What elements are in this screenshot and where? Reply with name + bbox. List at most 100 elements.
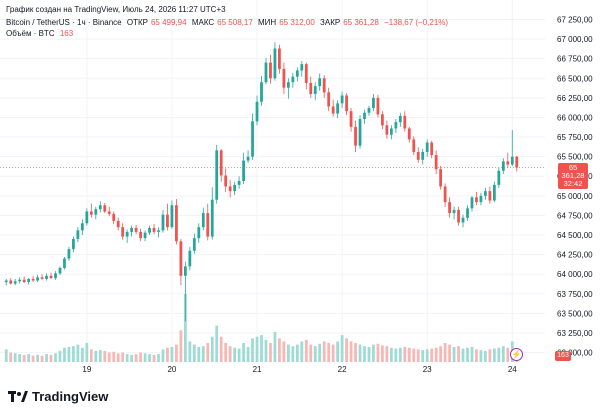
- price-tick-label: 65 750,00: [557, 133, 593, 142]
- time-tick-label: 19: [82, 365, 91, 374]
- time-tick-label: 23: [423, 365, 432, 374]
- volume-bar: [112, 351, 116, 362]
- candle-body: [439, 169, 443, 187]
- volume-bar: [501, 346, 505, 362]
- candle-body: [461, 217, 465, 223]
- volume-bar: [179, 330, 183, 362]
- volume-bar: [89, 349, 93, 362]
- created-text: График создан на TradingView, Июль 24, 2…: [6, 5, 226, 14]
- candle-body: [22, 279, 26, 283]
- volume-bar: [166, 347, 169, 362]
- volume-bar: [286, 344, 290, 362]
- volume-bar: [45, 354, 48, 362]
- candle-body: [134, 227, 138, 232]
- volume-bar: [421, 350, 425, 362]
- candle-body: [31, 278, 35, 281]
- candle-body: [273, 48, 277, 79]
- candle-body: [175, 205, 178, 242]
- volume-bar: [72, 346, 75, 362]
- price-tick-label: 67 250,00: [557, 15, 593, 24]
- price-tick-label: 64 750,00: [557, 211, 593, 220]
- chart-created-line: График создан на TradingView, Июль 24, 2…: [6, 5, 229, 14]
- volume-bar: [492, 348, 496, 362]
- volume-bar: [273, 331, 277, 362]
- candle-body: [139, 231, 142, 239]
- volume-bar: [407, 347, 411, 362]
- candle-body: [58, 267, 62, 274]
- lightning-icon[interactable]: ⚡: [510, 348, 523, 361]
- candle-body: [183, 266, 187, 276]
- volume-bar: [461, 348, 465, 362]
- volume-bar: [349, 341, 353, 362]
- candle-body: [4, 280, 8, 283]
- price-tick-label: 65 000,00: [557, 192, 593, 201]
- volume-bar: [49, 354, 53, 362]
- volume-bar: [188, 341, 192, 362]
- volume-label[interactable]: Объём · BTC: [6, 29, 55, 38]
- volume-bar: [381, 345, 384, 362]
- tradingview-logo: TradingView: [8, 389, 108, 404]
- candle-body: [260, 82, 263, 102]
- candle-body: [170, 205, 174, 228]
- open-value: 65 499,94: [150, 18, 187, 27]
- candle-body: [228, 186, 232, 192]
- volume-bar: [54, 353, 57, 362]
- candle-body: [291, 76, 295, 83]
- volume-bar: [215, 325, 219, 362]
- candle-body: [295, 70, 299, 77]
- candle-body: [40, 277, 44, 279]
- volume-bar: [291, 346, 295, 362]
- candle-body: [130, 227, 134, 232]
- candle-body: [269, 62, 272, 79]
- candle-body: [148, 227, 151, 233]
- volume-bar: [98, 350, 102, 362]
- candle-body: [36, 277, 39, 281]
- volume-bar: [210, 336, 214, 362]
- candle-body: [179, 241, 183, 276]
- volume-bar: [466, 347, 469, 362]
- volume-bar: [313, 346, 317, 362]
- volume-bar: [354, 343, 357, 362]
- volume-bar: [336, 341, 340, 362]
- candle-body: [331, 106, 335, 114]
- time-tick-label: 20: [167, 365, 176, 374]
- volume-bar: [430, 348, 434, 362]
- candle-body: [13, 281, 17, 284]
- candle-body: [98, 205, 102, 210]
- volume-bar: [27, 354, 31, 362]
- price-tick-label: 67 000,00: [557, 35, 593, 44]
- volume-bar: [157, 354, 160, 362]
- volume-bar: [345, 338, 348, 362]
- volume-bar: [318, 343, 322, 362]
- candle-body: [80, 223, 84, 231]
- candle-body: [18, 279, 22, 282]
- candle-body: [318, 78, 322, 87]
- close-label: ЗАКР: [320, 18, 341, 27]
- high-value: 65 508,17: [217, 18, 253, 27]
- volume-bar: [246, 346, 250, 362]
- volume-bar: [4, 349, 8, 362]
- volume-bar: [363, 346, 366, 362]
- volume-bar: [394, 348, 398, 362]
- candle-body: [358, 119, 362, 146]
- volume-bar: [470, 346, 474, 362]
- candle-body: [72, 238, 75, 250]
- volume-bar: [31, 355, 35, 362]
- volume-bar: [76, 344, 80, 362]
- candle-body: [484, 191, 487, 196]
- volume-bar: [331, 344, 335, 362]
- candle-body: [192, 238, 196, 251]
- close-value: 65 361,28: [343, 18, 379, 27]
- candle-body: [224, 175, 228, 187]
- volume-bar: [327, 343, 331, 362]
- volume-bar: [367, 346, 371, 362]
- candle-body: [125, 231, 129, 237]
- volume-bar: [139, 352, 142, 362]
- candle-body: [9, 280, 13, 284]
- volume-bar: [443, 343, 447, 362]
- candle-body: [398, 115, 402, 123]
- volume-bar: [484, 350, 487, 362]
- volume-bar: [107, 352, 111, 362]
- symbol-title[interactable]: Bitcoin / TetherUS · 1ч · Binance: [6, 18, 122, 27]
